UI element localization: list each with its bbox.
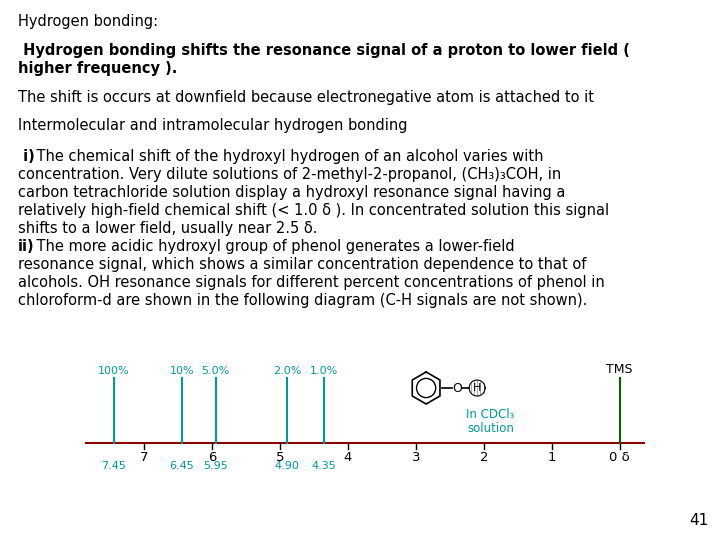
Text: resonance signal, which shows a similar concentration dependence to that of: resonance signal, which shows a similar … <box>18 257 586 272</box>
Text: 100%: 100% <box>98 366 130 376</box>
Text: 2: 2 <box>480 451 488 464</box>
Text: 4.35: 4.35 <box>312 461 337 471</box>
Text: i): i) <box>18 149 35 164</box>
Text: TMS: TMS <box>606 363 633 376</box>
Text: solution: solution <box>467 422 514 435</box>
Text: higher frequency ).: higher frequency ). <box>18 61 177 76</box>
Text: relatively high-field chemical shift (< 1.0 δ ). In concentrated solution this s: relatively high-field chemical shift (< … <box>18 203 609 218</box>
Text: 1: 1 <box>547 451 556 464</box>
Text: 1.0%: 1.0% <box>310 366 338 376</box>
Text: alcohols. OH resonance signals for different percent concentrations of phenol in: alcohols. OH resonance signals for diffe… <box>18 275 605 290</box>
Text: 4.90: 4.90 <box>274 461 300 471</box>
Text: Hydrogen bonding:: Hydrogen bonding: <box>18 14 158 29</box>
Text: shifts to a lower field, usually near 2.5 δ.: shifts to a lower field, usually near 2.… <box>18 221 318 236</box>
Text: 2.0%: 2.0% <box>273 366 301 376</box>
Text: 6: 6 <box>208 451 217 464</box>
Text: 4: 4 <box>344 451 352 464</box>
Text: In CDCl₃: In CDCl₃ <box>467 408 515 422</box>
Text: 41: 41 <box>689 513 708 528</box>
Text: concentration. Very dilute solutions of 2-methyl-2-propanol, (CH₃)₃COH, in: concentration. Very dilute solutions of … <box>18 167 562 182</box>
Text: O: O <box>452 381 462 395</box>
Text: 10%: 10% <box>169 366 194 376</box>
Text: 7: 7 <box>140 451 148 464</box>
Text: 6.45: 6.45 <box>169 461 194 471</box>
Text: H: H <box>473 383 481 393</box>
Text: Hydrogen bonding shifts the resonance signal of a proton to lower field (: Hydrogen bonding shifts the resonance si… <box>18 43 630 58</box>
Text: 5.0%: 5.0% <box>202 366 230 376</box>
Text: 7.45: 7.45 <box>102 461 126 471</box>
Text: Intermolecular and intramolecular hydrogen bonding: Intermolecular and intramolecular hydrog… <box>18 118 408 133</box>
Text: 0 δ: 0 δ <box>609 451 630 464</box>
Text: 5.95: 5.95 <box>203 461 228 471</box>
Text: carbon tetrachloride solution display a hydroxyl resonance signal having a: carbon tetrachloride solution display a … <box>18 185 565 200</box>
Text: chloroform-d are shown in the following diagram (C-H signals are not shown).: chloroform-d are shown in the following … <box>18 293 588 308</box>
Text: 5: 5 <box>276 451 284 464</box>
Text: The shift is occurs at downfield because electronegative atom is attached to it: The shift is occurs at downfield because… <box>18 90 594 105</box>
Text: The chemical shift of the hydroxyl hydrogen of an alcohol varies with: The chemical shift of the hydroxyl hydro… <box>18 149 544 164</box>
Text: The more acidic hydroxyl group of phenol generates a lower-field: The more acidic hydroxyl group of phenol… <box>18 239 515 254</box>
Text: 3: 3 <box>412 451 420 464</box>
Text: ii): ii) <box>18 239 35 254</box>
